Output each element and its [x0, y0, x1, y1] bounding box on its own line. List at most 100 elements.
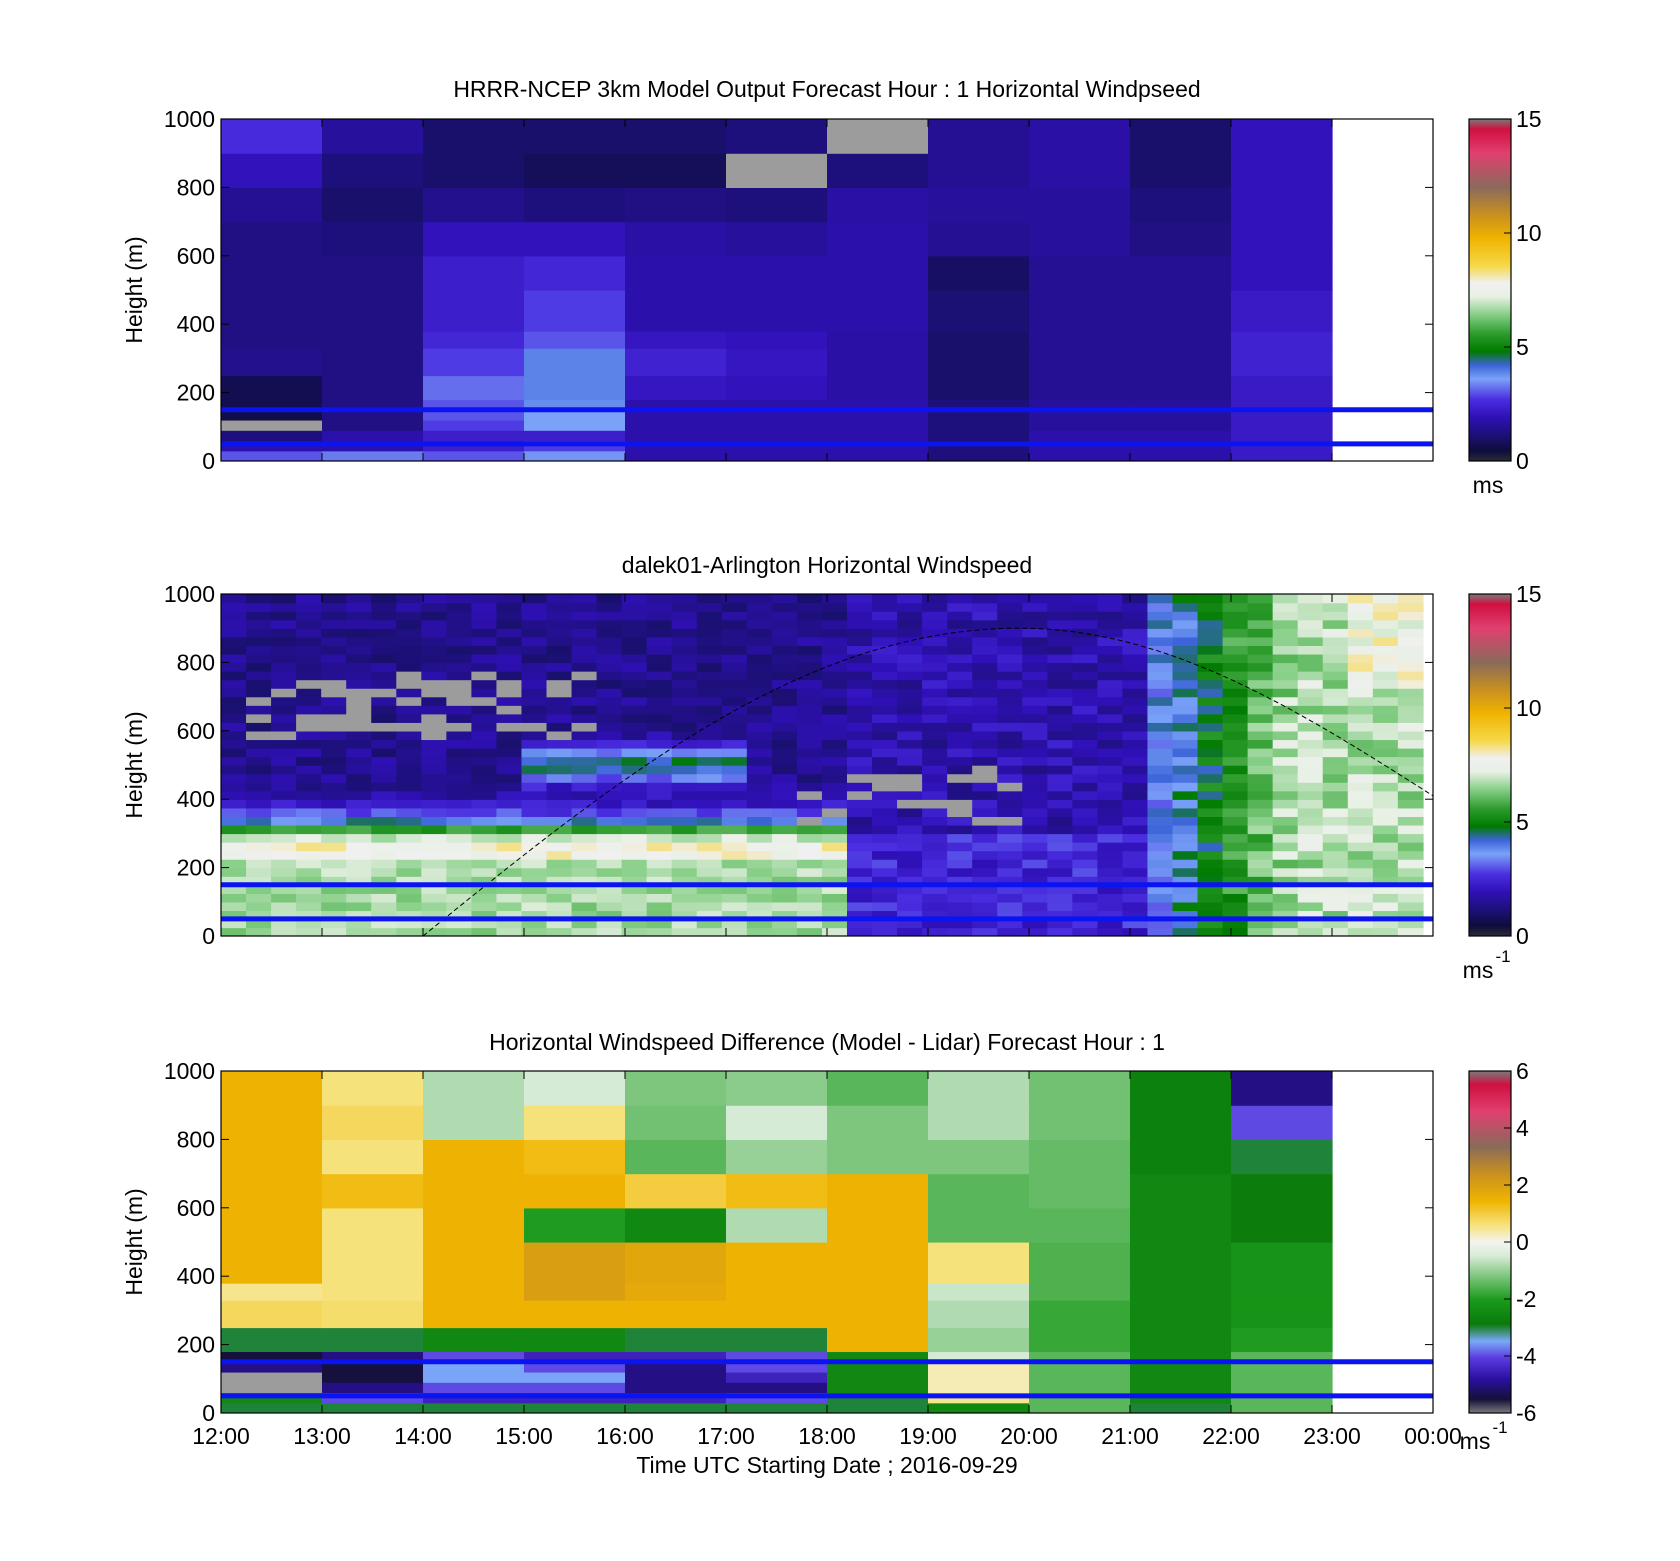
heatmap-cell — [1130, 1242, 1232, 1284]
heatmap-cell — [596, 756, 623, 766]
heatmap-cell — [423, 348, 525, 377]
heatmap-cell — [546, 747, 573, 758]
heatmap-cell — [221, 153, 323, 188]
heatmap-cell — [1097, 807, 1124, 817]
heatmap-cell — [471, 713, 498, 723]
heatmap-cell — [221, 1242, 323, 1284]
heatmap-cell — [471, 867, 498, 877]
heatmap-cell — [471, 918, 498, 929]
heatmap-cell — [922, 619, 948, 629]
heatmap-cell — [771, 876, 798, 886]
heatmap-cell — [1322, 739, 1349, 749]
heatmap-cell — [1297, 884, 1324, 894]
heatmap-cell — [1029, 430, 1131, 442]
heatmap-cell — [625, 290, 727, 332]
heatmap-cell — [446, 611, 473, 621]
heatmap-cell — [396, 653, 423, 664]
heatmap-cell — [371, 799, 397, 809]
heatmap-cell — [771, 602, 798, 612]
heatmap-cell — [371, 910, 397, 920]
heatmap-cell — [1297, 670, 1324, 681]
heatmap-cell — [1322, 824, 1349, 835]
heatmap-cell — [296, 824, 322, 835]
heatmap-cell — [696, 927, 723, 936]
heatmap-cell — [771, 636, 798, 646]
heatmap-cell — [1247, 790, 1274, 800]
heatmap-cell — [1147, 876, 1174, 886]
heatmap-cell — [471, 799, 498, 809]
heatmap-cell — [246, 602, 272, 612]
heatmap-cell — [872, 636, 898, 646]
heatmap-cell — [1172, 756, 1199, 766]
heatmap-cell — [771, 713, 798, 723]
heatmap-cell — [421, 653, 448, 664]
heatmap-cell — [1029, 409, 1131, 421]
heatmap-cell — [997, 713, 1023, 723]
heatmap-cell — [872, 910, 898, 920]
heatmap-cell — [271, 901, 297, 912]
heatmap-cell — [1022, 611, 1049, 621]
heatmap-cell — [1072, 859, 1099, 869]
heatmap-cell — [671, 782, 698, 792]
heatmap-cell — [625, 1402, 727, 1413]
heatmap-cell — [726, 450, 828, 461]
heatmap-cell — [621, 679, 648, 689]
heatmap-cell — [296, 670, 322, 681]
heatmap-cell — [296, 901, 322, 912]
heatmap-cell — [827, 348, 929, 377]
heatmap-cell — [696, 619, 723, 629]
heatmap-cell — [1347, 901, 1374, 912]
heatmap-cell — [496, 730, 523, 741]
heatmap-cell — [296, 859, 322, 869]
heatmap-cell — [1322, 688, 1349, 698]
heatmap-cell — [1322, 696, 1349, 706]
heatmap-cell — [827, 1371, 929, 1383]
heatmap-cell — [1231, 153, 1333, 188]
heatmap-cell — [571, 730, 598, 741]
heatmap-cell — [1397, 850, 1424, 860]
heatmap-cell — [872, 688, 898, 698]
heatmap-cell — [1097, 773, 1124, 783]
heatmap-cell — [846, 850, 873, 860]
heatmap-cell — [1372, 619, 1399, 629]
heatmap-cell — [1272, 662, 1299, 672]
heatmap-cell — [1172, 841, 1199, 852]
heatmap-cell — [271, 688, 297, 698]
heatmap-cell — [221, 1402, 323, 1413]
heatmap-cell — [997, 611, 1023, 621]
heatmap-cell — [321, 773, 347, 783]
heatmap-cell — [646, 679, 673, 689]
heatmap-cell — [846, 611, 873, 621]
heatmap-cell — [1272, 602, 1299, 612]
heatmap-cell — [1231, 1382, 1333, 1394]
heatmap-cell — [346, 722, 372, 732]
heatmap-cell — [1231, 1327, 1333, 1353]
heatmap-cell — [421, 765, 448, 775]
heatmap-cell — [1297, 747, 1324, 758]
heatmap-cell — [1322, 679, 1349, 689]
heatmap-cell — [897, 807, 923, 817]
heatmap-cell — [371, 918, 397, 929]
heatmap-cell — [1197, 739, 1224, 749]
heatmap-cell — [621, 688, 648, 698]
heatmap-cell — [271, 876, 297, 886]
heatmap-cell — [371, 756, 397, 766]
heatmap-cell — [947, 841, 973, 852]
heatmap-cell — [625, 430, 727, 442]
heatmap-cell — [997, 773, 1023, 783]
heatmap-cell — [726, 1382, 828, 1394]
heatmap-cell — [997, 688, 1023, 698]
heatmap-cell — [997, 730, 1023, 741]
heatmap-cell — [1047, 602, 1074, 612]
heatmap-cell — [827, 187, 929, 223]
heatmap-cell — [571, 824, 598, 835]
heatmap-cell — [746, 747, 773, 758]
heatmap-cell — [1372, 876, 1399, 886]
heatmap-cell — [1347, 765, 1374, 775]
heatmap-cell — [1047, 722, 1074, 732]
heatmap-cell — [1022, 807, 1049, 817]
heatmap-cell — [746, 790, 773, 800]
heatmap-cell — [721, 722, 748, 732]
heatmap-cell — [296, 628, 322, 638]
heatmap-cell — [671, 645, 698, 655]
